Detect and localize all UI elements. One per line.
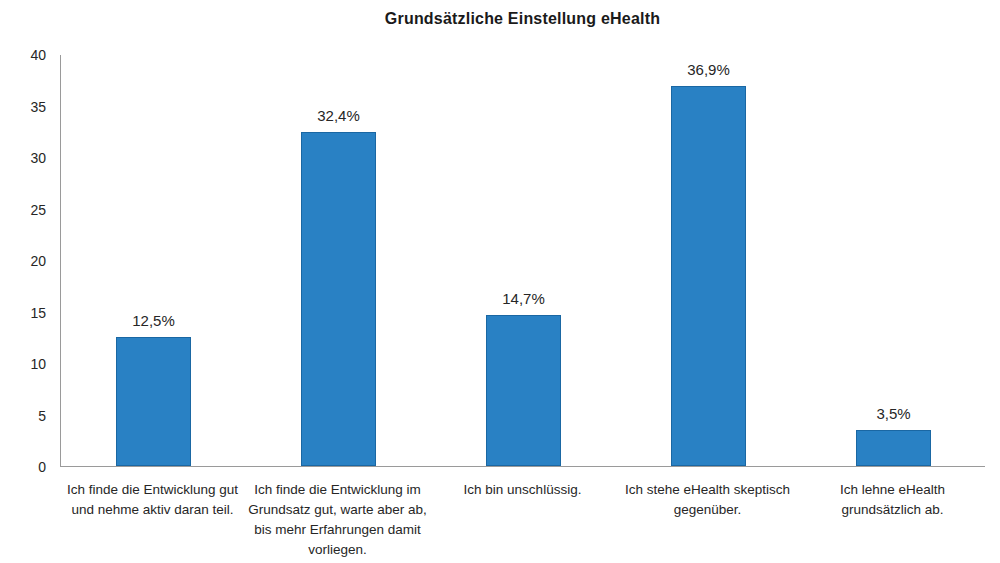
category-label: Ich lehne eHealth grundsätzlich ab. bbox=[800, 480, 985, 520]
bar-value-label: 3,5% bbox=[801, 405, 986, 423]
plot-area: 12,5% 32,4% 14,7% 36,9% 3,5% bbox=[60, 55, 985, 467]
y-axis-tick: 35 bbox=[0, 98, 46, 116]
bar-value-label: 36,9% bbox=[616, 61, 801, 79]
bar bbox=[856, 430, 931, 466]
category-label: Ich bin unschlüssig. bbox=[430, 480, 615, 500]
y-axis-tick: 25 bbox=[0, 201, 46, 219]
y-axis-tick: 20 bbox=[0, 252, 46, 270]
category-label: Ich finde die Entwicklung im Grundsatz g… bbox=[245, 480, 430, 560]
bar-value-label: 14,7% bbox=[431, 290, 616, 308]
category-label: Ich finde die Entwicklung gut und nehme … bbox=[60, 480, 245, 520]
y-axis-tick: 5 bbox=[0, 407, 46, 425]
bar-value-label: 32,4% bbox=[246, 107, 431, 125]
y-axis-tick: 30 bbox=[0, 149, 46, 167]
category-label: Ich stehe eHealth skeptisch gegenüber. bbox=[615, 480, 800, 520]
bar-value-label: 12,5% bbox=[61, 312, 246, 330]
bar bbox=[486, 315, 561, 466]
y-axis-tick: 15 bbox=[0, 304, 46, 322]
bar bbox=[301, 132, 376, 466]
bar-chart: Grundsätzliche Einstellung eHealth 12,5%… bbox=[0, 0, 1000, 563]
y-axis-tick: 0 bbox=[0, 458, 46, 476]
y-axis-tick: 40 bbox=[0, 46, 46, 64]
bar bbox=[116, 337, 191, 466]
y-axis-tick: 10 bbox=[0, 355, 46, 373]
chart-title: Grundsätzliche Einstellung eHealth bbox=[60, 10, 985, 28]
bar bbox=[671, 86, 746, 466]
